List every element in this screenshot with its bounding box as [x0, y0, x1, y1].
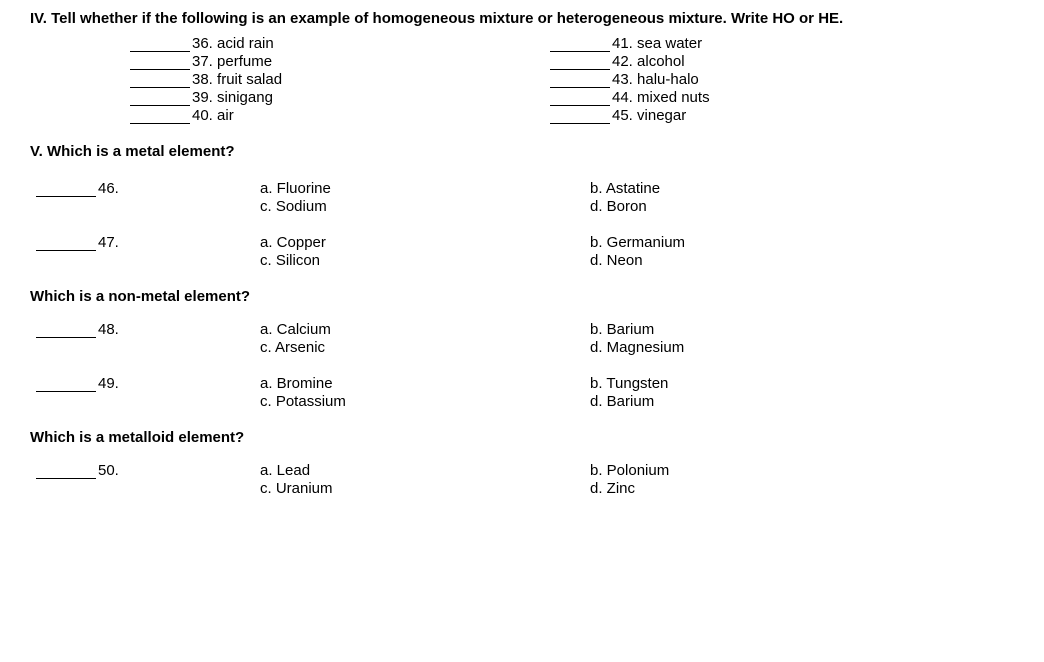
item-text: alcohol — [637, 53, 685, 70]
options-left: a. Bromine c. Potassium — [260, 375, 590, 411]
answer-blank[interactable] — [36, 321, 96, 338]
item-num: 38. — [192, 71, 213, 88]
options-right: b. Tungsten d. Barium — [590, 375, 920, 411]
option-c: c. Uranium — [260, 480, 590, 497]
option-b: b. Astatine — [590, 180, 920, 197]
question-num: 50. — [98, 462, 119, 479]
item-num: 45. — [612, 107, 633, 124]
options-left: a. Calcium c. Arsenic — [260, 321, 590, 357]
item-num: 43. — [612, 71, 633, 88]
answer-blank[interactable] — [36, 462, 96, 479]
item-text: mixed nuts — [637, 89, 710, 106]
mixture-item: 36. acid rain — [130, 35, 550, 52]
mixture-item: 41. sea water — [550, 35, 970, 52]
question-num: 48. — [98, 321, 119, 338]
question-num: 47. — [98, 234, 119, 251]
question-num: 49. — [98, 375, 119, 392]
mixture-item: 37. perfume — [130, 53, 550, 70]
mixture-item: 38. fruit salad — [130, 71, 550, 88]
item-num: 36. — [192, 35, 213, 52]
answer-blank[interactable] — [130, 89, 190, 106]
item-text: fruit salad — [217, 71, 282, 88]
answer-blank[interactable] — [36, 234, 96, 251]
options-right: b. Polonium d. Zinc — [590, 462, 920, 498]
item-text: sinigang — [217, 89, 273, 106]
option-c: c. Sodium — [260, 198, 590, 215]
option-b: b. Polonium — [590, 462, 920, 479]
option-d: d. Boron — [590, 198, 920, 215]
answer-blank[interactable] — [550, 35, 610, 52]
answer-blank[interactable] — [36, 375, 96, 392]
question-50: 50. a. Lead c. Uranium b. Polonium d. Zi… — [30, 462, 1014, 498]
item-num: 39. — [192, 89, 213, 106]
mixture-item: 45. vinegar — [550, 107, 970, 124]
mixture-item: 43. halu-halo — [550, 71, 970, 88]
answer-blank[interactable] — [130, 107, 190, 124]
answer-blank[interactable] — [130, 35, 190, 52]
subtitle-nonmetal: Which is a non-metal element? — [30, 288, 1014, 305]
option-d: d. Neon — [590, 252, 920, 269]
item-num: 44. — [612, 89, 633, 106]
mixture-container: 36. acid rain 37. perfume 38. fruit sala… — [130, 35, 1014, 125]
item-text: halu-halo — [637, 71, 699, 88]
option-b: b. Tungsten — [590, 375, 920, 392]
item-text: sea water — [637, 35, 702, 52]
option-c: c. Arsenic — [260, 339, 590, 356]
answer-blank[interactable] — [130, 71, 190, 88]
options-right: b. Barium d. Magnesium — [590, 321, 920, 357]
item-num: 37. — [192, 53, 213, 70]
item-text: vinegar — [637, 107, 686, 124]
question-num: 46. — [98, 180, 119, 197]
option-a: a. Calcium — [260, 321, 590, 338]
answer-blank[interactable] — [550, 71, 610, 88]
option-d: d. Magnesium — [590, 339, 920, 356]
item-num: 41. — [612, 35, 633, 52]
question-48: 48. a. Calcium c. Arsenic b. Barium d. M… — [30, 321, 1014, 357]
mixture-left-col: 36. acid rain 37. perfume 38. fruit sala… — [130, 35, 550, 125]
options-right: b. Germanium d. Neon — [590, 234, 920, 270]
mixture-right-col: 41. sea water 42. alcohol 43. halu-halo … — [550, 35, 970, 125]
mixture-item: 39. sinigang — [130, 89, 550, 106]
answer-blank[interactable] — [550, 53, 610, 70]
option-a: a. Lead — [260, 462, 590, 479]
section5-title: V. Which is a metal element? — [30, 143, 1014, 160]
option-d: d. Zinc — [590, 480, 920, 497]
item-num: 40. — [192, 107, 213, 124]
answer-blank[interactable] — [36, 180, 96, 197]
option-b: b. Barium — [590, 321, 920, 338]
question-46: 46. a. Fluorine c. Sodium b. Astatine d.… — [30, 180, 1014, 216]
item-text: air — [217, 107, 234, 124]
question-47: 47. a. Copper c. Silicon b. Germanium d.… — [30, 234, 1014, 270]
item-text: acid rain — [217, 35, 274, 52]
mixture-item: 44. mixed nuts — [550, 89, 970, 106]
option-d: d. Barium — [590, 393, 920, 410]
options-left: a. Fluorine c. Sodium — [260, 180, 590, 216]
options-left: a. Lead c. Uranium — [260, 462, 590, 498]
item-text: perfume — [217, 53, 272, 70]
item-num: 42. — [612, 53, 633, 70]
option-a: a. Fluorine — [260, 180, 590, 197]
option-c: c. Silicon — [260, 252, 590, 269]
section4-title: IV. Tell whether if the following is an … — [30, 10, 1014, 27]
question-49: 49. a. Bromine c. Potassium b. Tungsten … — [30, 375, 1014, 411]
option-a: a. Bromine — [260, 375, 590, 392]
option-a: a. Copper — [260, 234, 590, 251]
answer-blank[interactable] — [550, 89, 610, 106]
answer-blank[interactable] — [130, 53, 190, 70]
mixture-item: 40. air — [130, 107, 550, 124]
answer-blank[interactable] — [550, 107, 610, 124]
options-left: a. Copper c. Silicon — [260, 234, 590, 270]
mixture-item: 42. alcohol — [550, 53, 970, 70]
options-right: b. Astatine d. Boron — [590, 180, 920, 216]
option-c: c. Potassium — [260, 393, 590, 410]
subtitle-metalloid: Which is a metalloid element? — [30, 429, 1014, 446]
option-b: b. Germanium — [590, 234, 920, 251]
